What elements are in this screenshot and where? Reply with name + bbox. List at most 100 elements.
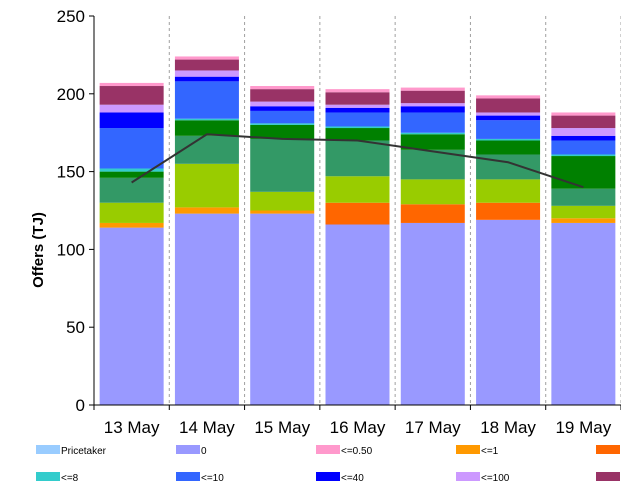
bar-segment — [551, 136, 615, 141]
bar-segment — [326, 108, 390, 113]
bar-segment — [250, 211, 314, 214]
legend-label: Pricetaker — [61, 446, 107, 457]
bar-segment — [175, 214, 239, 405]
x-tick-label: 16 May — [330, 418, 386, 437]
bar-segment — [100, 223, 164, 228]
legend-label: <=1 — [481, 446, 499, 457]
bar-segment — [401, 179, 465, 204]
bar-segment — [476, 140, 540, 154]
bar-segment — [551, 223, 615, 405]
bar-segment — [175, 207, 239, 213]
legend-swatch — [456, 445, 480, 454]
bar-segment — [100, 83, 164, 86]
bar-segment — [401, 88, 465, 91]
bar-segment — [551, 112, 615, 115]
bar-segment — [476, 95, 540, 98]
bar-segment — [250, 86, 314, 89]
y-axis-title: Offers (TJ) — [30, 212, 47, 288]
legend-label: <=40 — [341, 473, 364, 484]
legend-swatch — [456, 472, 480, 481]
bar-segment — [476, 98, 540, 112]
bar-segment — [100, 203, 164, 223]
bar-segment — [326, 128, 390, 140]
y-tick-label: 100 — [57, 240, 85, 259]
bar-segment — [175, 81, 239, 118]
bar-segment — [250, 102, 314, 107]
x-tick-label: 14 May — [179, 418, 235, 437]
bar-segment — [551, 189, 615, 206]
y-tick-label: 250 — [57, 7, 85, 26]
legend: Pricetaker 0 <=0.50 <=1 <=8 <=10 <=40 <=100 — [36, 445, 620, 484]
y-tick-labels: 0 50 100 150 200 250 — [57, 7, 85, 415]
bar-segment — [476, 139, 540, 141]
bar-segment — [100, 128, 164, 168]
bar-segment — [476, 203, 540, 220]
legend-swatch — [36, 472, 60, 481]
legend-label: <=8 — [61, 473, 79, 484]
x-tick-label: 18 May — [480, 418, 536, 437]
bar-segment — [476, 120, 540, 139]
bar-segment — [250, 123, 314, 125]
bar-segment — [326, 140, 390, 176]
legend-swatch — [596, 472, 620, 481]
bar-segment — [551, 128, 615, 136]
bar-segment — [326, 176, 390, 202]
legend-swatch — [36, 445, 60, 454]
bar-segment — [100, 112, 164, 128]
bar-segment — [100, 86, 164, 105]
legend-label: <=10 — [201, 473, 224, 484]
bar-segment — [250, 111, 314, 123]
bar-segment — [175, 60, 239, 71]
bar-segment — [551, 206, 615, 218]
bar-segment — [476, 116, 540, 121]
x-tick-label: 17 May — [405, 418, 461, 437]
bar-segment — [401, 91, 465, 103]
bar-segment — [326, 89, 390, 92]
y-tick-label: 150 — [57, 163, 85, 182]
bar-segment — [476, 179, 540, 202]
x-tick-label: 13 May — [104, 418, 160, 437]
bar-segment — [476, 220, 540, 405]
bar-segment — [175, 77, 239, 82]
bar-segment — [551, 156, 615, 189]
legend-swatch — [176, 472, 200, 481]
legend-label: 0 — [201, 446, 207, 457]
bar-segment — [326, 126, 390, 128]
bar-segment — [401, 223, 465, 405]
bar-segment — [100, 228, 164, 405]
bar-segment — [401, 133, 465, 135]
bar-segment — [175, 136, 239, 164]
legend-label: <=100 — [481, 473, 510, 484]
y-tick-label: 50 — [66, 318, 85, 337]
bar-segment — [175, 164, 239, 208]
bar-segment — [326, 203, 390, 225]
bar-segment — [326, 225, 390, 405]
bar-segment — [551, 140, 615, 154]
bar-segment — [551, 116, 615, 128]
x-tick-label: 15 May — [254, 418, 310, 437]
bar-segment — [250, 106, 314, 111]
bar-segment — [401, 112, 465, 132]
bar-segment — [476, 112, 540, 115]
bar-segment — [551, 154, 615, 156]
bar-segment — [551, 218, 615, 223]
bar-segment — [175, 70, 239, 76]
bar-segment — [100, 105, 164, 113]
legend-label: <=0.50 — [341, 446, 373, 457]
y-tick-label: 0 — [76, 396, 85, 415]
bar-segment — [175, 56, 239, 59]
bar-segment — [401, 106, 465, 112]
bar-segment — [326, 105, 390, 108]
bar-segment — [175, 119, 239, 121]
bar-segment — [401, 103, 465, 106]
bar-segment — [326, 92, 390, 104]
legend-swatch — [316, 445, 340, 454]
bar-segment — [100, 172, 164, 178]
bar-stacks — [100, 56, 616, 405]
bar-segment — [401, 204, 465, 223]
bar-segment — [250, 139, 314, 192]
legend-swatch — [596, 445, 620, 454]
bar-segment — [250, 192, 314, 211]
legend-swatch — [176, 445, 200, 454]
